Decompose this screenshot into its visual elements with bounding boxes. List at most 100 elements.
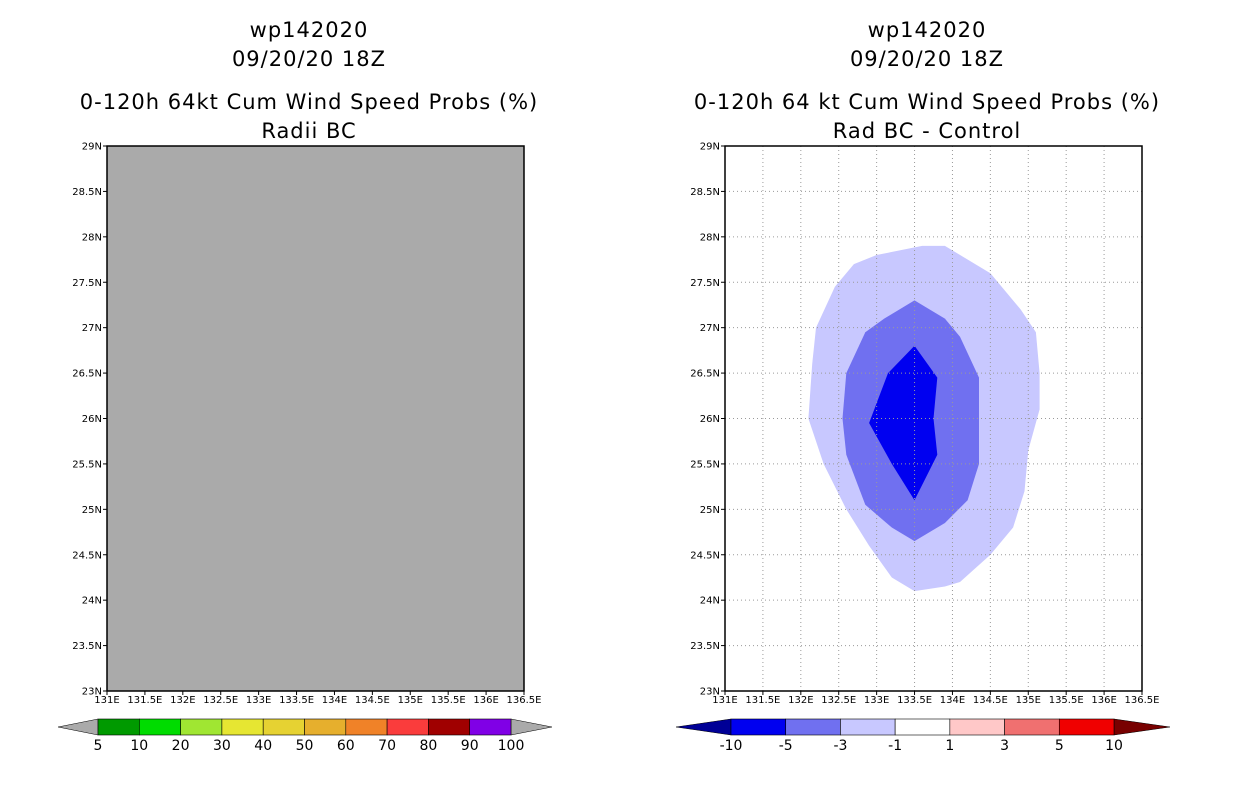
right-y-tick-label-8: 25N (700, 505, 720, 516)
right-y-tick-label-11: 23.5N (690, 641, 720, 652)
left-colorbar-label-6: 60 (337, 738, 355, 754)
left-x-tick-label-9: 135.5E (431, 695, 466, 706)
right-x-tick-label-3: 132.5E (821, 695, 856, 706)
left-x-tick-label-7: 134.5E (355, 695, 390, 706)
left-colorbar-swatch-9 (469, 718, 512, 736)
right-x-tick-label-5: 133.5E (897, 695, 932, 706)
left-colorbar-end-left (57, 718, 99, 736)
right-colorbar-swatch-6 (1058, 718, 1115, 736)
left-colorbar-swatch-1 (139, 718, 181, 736)
right-y-tick-label-2: 28N (700, 232, 720, 243)
left-colorbar-label-2: 20 (172, 738, 190, 754)
right-colorbar-swatch-3 (894, 718, 951, 736)
left-colorbar-label-10: 100 (498, 738, 525, 754)
left-storm-id: wp142020 (249, 18, 369, 42)
right-x-tick-label-9: 135.5E (1049, 695, 1084, 706)
right-colorbar-swatch-2 (840, 718, 896, 736)
right-colorbar-label-4: 1 (945, 738, 954, 754)
left-x-tick-label-2: 132E (170, 695, 195, 706)
left-datetime: 09/20/20 18Z (231, 47, 387, 71)
left-colorbar-swatch-0 (97, 718, 140, 736)
right-datetime: 09/20/20 18Z (849, 47, 1005, 71)
right-y-tick-label-6: 26N (700, 414, 720, 425)
left-colorbar-swatch-3 (221, 718, 264, 736)
left-colorbar-swatch-7 (386, 718, 429, 736)
left-colorbar-label-8: 80 (419, 738, 437, 754)
left-colorbar-swatch-6 (345, 718, 388, 736)
left-colorbar-swatch-2 (180, 718, 223, 736)
left-x-tick-label-11: 136.5E (507, 695, 542, 706)
right-colorbar-swatch-1 (785, 718, 841, 736)
left-y-tick-label-4: 27N (82, 323, 102, 334)
right-colorbar-swatch-5 (1004, 718, 1060, 736)
left-colorbar-swatch-8 (428, 718, 470, 736)
left-title: 0-120h 64kt Cum Wind Speed Probs (%) (79, 90, 539, 114)
right-y-tick-label-10: 24N (700, 596, 720, 607)
left-x-tick-label-8: 135E (398, 695, 423, 706)
right-x-tick-label-8: 135E (1016, 695, 1041, 706)
left-y-tick-label-2: 28N (82, 232, 102, 243)
left-y-tick-label-11: 23.5N (72, 641, 102, 652)
left-x-tick-label-3: 132.5E (203, 695, 238, 706)
right-y-tick-label-1: 28.5N (690, 187, 720, 198)
left-y-tick-label-8: 25N (82, 505, 102, 516)
right-title: 0-120h 64 kt Cum Wind Speed Probs (%) (693, 90, 1161, 114)
right-y-tick-label-7: 25.5N (690, 459, 720, 470)
left-subtitle: Radii BC (261, 119, 357, 143)
right-x-tick-label-6: 134E (940, 695, 965, 706)
left-y-tick-label-6: 26N (82, 414, 102, 425)
left-y-tick-label-9: 24.5N (72, 550, 102, 561)
right-colorbar-label-1: -5 (779, 738, 793, 754)
right-y-tick-label-12: 23N (700, 687, 720, 698)
left-colorbar-label-3: 30 (213, 738, 231, 754)
right-x-tick-label-11: 136.5E (1125, 695, 1160, 706)
right-x-tick-label-4: 133E (864, 695, 889, 706)
right-x-tick-label-7: 134.5E (973, 695, 1008, 706)
left-colorbar-swatch-5 (304, 718, 347, 736)
left-y-tick-label-0: 29N (82, 142, 102, 153)
right-x-tick-label-2: 132E (788, 695, 813, 706)
right-colorbar-swatch-0 (730, 718, 787, 736)
right-x-tick-label-0: 131E (712, 695, 737, 706)
left-x-tick-label-5: 133.5E (279, 695, 314, 706)
left-y-tick-label-12: 23N (82, 687, 102, 698)
left-x-tick-label-4: 133E (246, 695, 271, 706)
right-colorbar-label-7: 10 (1105, 738, 1123, 754)
left-colorbar-label-4: 40 (254, 738, 272, 754)
left-x-tick-label-6: 134E (322, 695, 347, 706)
right-storm-id: wp142020 (867, 18, 987, 42)
left-y-tick-label-3: 27.5N (72, 278, 102, 289)
left-map-field (107, 146, 524, 691)
left-y-tick-label-7: 25.5N (72, 459, 102, 470)
left-y-tick-label-5: 26.5N (72, 369, 102, 380)
right-y-tick-label-5: 26.5N (690, 369, 720, 380)
left-x-tick-label-1: 131.5E (127, 695, 162, 706)
right-y-tick-label-9: 24.5N (690, 550, 720, 561)
left-colorbar-label-0: 5 (94, 738, 103, 754)
right-x-tick-label-10: 136E (1091, 695, 1116, 706)
right-x-tick-label-1: 131.5E (745, 695, 780, 706)
right-colorbar-label-6: 5 (1055, 738, 1064, 754)
right-y-tick-label-4: 27N (700, 323, 720, 334)
right-subtitle: Rad BC - Control (832, 119, 1022, 143)
right-colorbar-label-2: -3 (833, 738, 847, 754)
left-colorbar-end-right (510, 718, 553, 736)
left-colorbar-swatch-4 (262, 718, 305, 736)
left-y-tick-label-1: 28.5N (72, 187, 102, 198)
right-y-tick-label-0: 29N (700, 142, 720, 153)
right-colorbar-end-left (675, 718, 732, 736)
right-colorbar-label-0: -10 (720, 738, 743, 754)
left-x-tick-label-10: 136E (473, 695, 498, 706)
left-y-tick-label-10: 24N (82, 596, 102, 607)
left-colorbar-label-9: 90 (461, 738, 479, 754)
left-colorbar-label-1: 10 (130, 738, 148, 754)
right-colorbar-label-5: 3 (1000, 738, 1009, 754)
left-colorbar-label-5: 50 (296, 738, 314, 754)
right-contour-2 (869, 345, 938, 501)
right-colorbar-end-right (1113, 718, 1171, 736)
right-colorbar-swatch-4 (949, 718, 1005, 736)
right-y-tick-label-3: 27.5N (690, 278, 720, 289)
left-colorbar-label-7: 70 (378, 738, 396, 754)
right-colorbar-label-3: -1 (888, 738, 902, 754)
